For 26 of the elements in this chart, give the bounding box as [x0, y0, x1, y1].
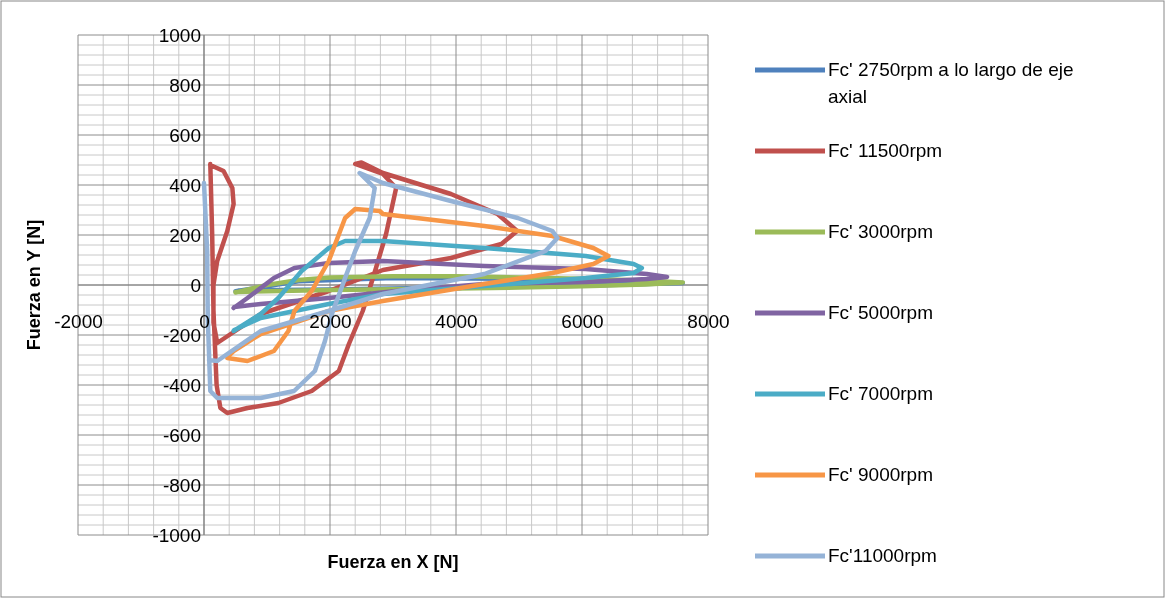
y-tick-label: 400 [169, 174, 201, 196]
x-tick-label: 2000 [309, 311, 352, 333]
y-tick-label: 200 [169, 224, 201, 246]
x-tick-label: 6000 [561, 311, 604, 333]
legend-label: Fc' 2750rpm a lo largo de eje axial [828, 59, 1074, 107]
y-tick-label: 0 [190, 274, 201, 296]
y-tick-label: -400 [162, 374, 201, 396]
y-tick-label: 600 [169, 124, 201, 146]
legend-label: Fc'11000rpm [828, 545, 937, 566]
y-axis-title: Fuerza en Y [N] [24, 219, 44, 351]
y-tick-label: -800 [162, 474, 201, 496]
x-axis-title: Fuerza en X [N] [327, 552, 459, 572]
line-series [201, 170, 560, 401]
x-tick-label: 4000 [435, 311, 478, 333]
legend-label: Fc' 11500rpm [828, 140, 943, 161]
legend-label: Fc' 9000rpm [828, 464, 934, 485]
y-tick-label: 800 [169, 74, 201, 96]
legend-label: Fc' 3000rpm [828, 221, 934, 242]
y-tick-label: -1000 [152, 524, 201, 546]
y-tick-label: 1000 [158, 24, 201, 46]
y-tick-label: -200 [162, 324, 201, 346]
x-tick-label: 8000 [687, 311, 730, 333]
x-tick-label: -2000 [54, 311, 103, 333]
legend-label: Fc' 5000rpm [828, 302, 934, 323]
legend-label: Fc' 7000rpm [828, 383, 934, 404]
y-tick-label: -600 [162, 424, 201, 446]
